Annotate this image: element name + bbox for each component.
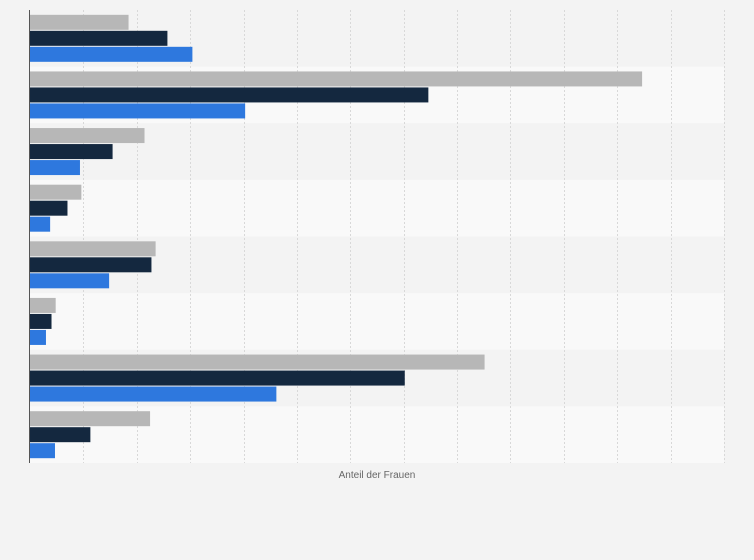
bar (30, 313, 52, 329)
bar (30, 14, 129, 30)
bar (30, 103, 246, 119)
row-band (30, 293, 724, 350)
bar (30, 160, 80, 176)
bar (30, 386, 277, 402)
bar (30, 427, 91, 443)
bar (30, 71, 643, 87)
bar (30, 184, 82, 200)
bar (30, 273, 110, 289)
bar (30, 216, 51, 232)
bar (30, 46, 193, 62)
bar (30, 241, 156, 257)
x-axis-label: Anteil der Frauen (339, 470, 416, 481)
bar (30, 297, 56, 313)
bar (30, 329, 46, 345)
bar (30, 443, 55, 459)
bars (30, 14, 643, 459)
bar (30, 200, 68, 216)
bar (30, 411, 151, 427)
row-band (30, 123, 724, 180)
bar (30, 30, 168, 46)
bar (30, 257, 152, 273)
row-band (30, 179, 724, 237)
bar (30, 370, 405, 386)
bar (30, 128, 145, 144)
bar (30, 144, 113, 160)
bar (30, 87, 429, 103)
bar (30, 354, 485, 370)
